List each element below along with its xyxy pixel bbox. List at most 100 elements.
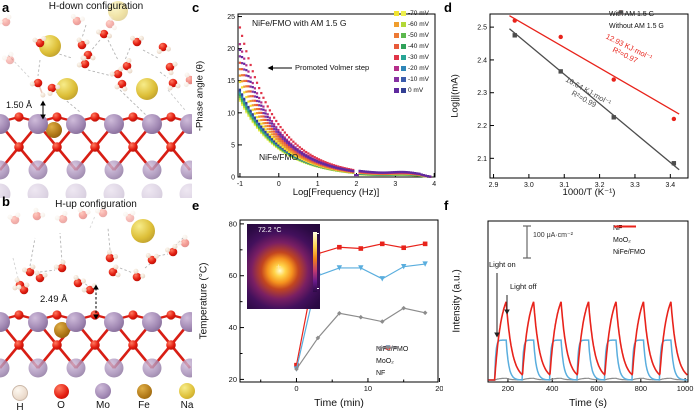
data-point [358,246,364,251]
legend-label: -40 mV [408,43,429,50]
h-atom [95,208,101,214]
data-point [294,150,297,153]
data-point [238,88,242,91]
data-point [283,143,286,147]
h-atom [40,212,46,218]
o-atom [98,208,108,218]
data-point [243,42,246,45]
data-point [335,166,338,169]
data-point [294,151,297,155]
na-atom [56,78,78,100]
panel-label-b: b [2,194,10,209]
data-point [240,103,244,106]
data-point [270,122,274,125]
panel-b-distance-label: 2.49 Å [40,294,68,305]
h-atom [145,253,151,259]
data-point [268,125,271,128]
hydrogen-bond [157,253,169,257]
legend-entry: -20 mV [394,63,429,74]
data-point [253,112,257,115]
h-atom [118,66,124,72]
data-point [245,109,248,112]
fe-atom-icon [136,384,152,399]
h-atom [175,83,181,89]
legend-swatch [618,10,624,15]
surface-o-atom [128,112,138,122]
water-molecule [176,234,190,248]
h-atom [6,14,12,20]
data-point [262,96,265,99]
data-point [270,120,274,123]
water-molecule [156,42,171,54]
legend-swatch [377,345,399,350]
hydrogen-bond [107,227,111,251]
h-atom [55,84,61,90]
data-point [251,81,254,85]
data-point [251,86,254,89]
o-atom [165,62,175,72]
legend-label: With AM 1.5 G [609,10,655,18]
legend-entry: NiFe/FMO [613,225,645,258]
h-atom [70,14,76,20]
data-point [251,99,254,102]
data-point [611,115,616,120]
legend-entry: Without AM 1.5 G [609,10,664,32]
legend-swatch-without-am [401,44,406,49]
data-point [317,158,321,161]
data-point [264,118,267,121]
data-point [247,105,250,109]
data-point [345,168,348,172]
panel-label-e: e [192,198,200,213]
data-point [277,142,280,145]
o-atom [128,340,138,350]
data-point [313,159,316,162]
data-point [326,161,329,165]
h-atom [0,19,3,25]
data-point [275,135,278,138]
mo-atom [28,358,48,378]
data-point [243,100,246,103]
panel-f-legend: NF MoO₂ NiFe/FMO [613,222,645,258]
data-point [270,127,274,131]
data-point [283,141,286,145]
h-atom [130,35,136,41]
data-point [281,128,284,131]
o-atom [47,83,57,93]
data-point [401,245,406,251]
data-point [258,100,261,103]
data-point [240,74,244,77]
data-point [264,109,267,112]
legend-atom-Na: Na [170,383,204,411]
h-atom [168,70,174,76]
data-point [281,145,284,149]
data-point [273,123,276,126]
water-molecule [76,37,90,50]
water-molecule [77,207,91,220]
x-tick-label: 3.0 [524,182,534,189]
data-point [243,74,246,77]
surface-o-atom [52,310,62,320]
data-point [671,161,677,166]
data-point [255,92,259,95]
h-atom [42,272,48,278]
atom-label: Mo [96,400,110,411]
x-tick-label: 1 [316,181,320,188]
panel-b-title: H-up configuration [55,199,137,210]
data-point [270,135,274,139]
hydrogen-bond [144,263,151,269]
data-point [281,143,284,147]
data-point [247,111,250,114]
h-atom [114,84,120,90]
mo-atom [28,114,48,134]
data-point [292,144,295,147]
h-atom [30,264,36,270]
data-point [311,154,314,158]
data-point [262,128,265,131]
data-point [418,172,421,175]
data-point [379,276,385,282]
data-point [401,305,406,311]
hydrogen-bond [87,69,113,77]
data-point [251,70,254,73]
arrowhead-icon [494,332,500,338]
inset-colorbar [313,232,317,292]
